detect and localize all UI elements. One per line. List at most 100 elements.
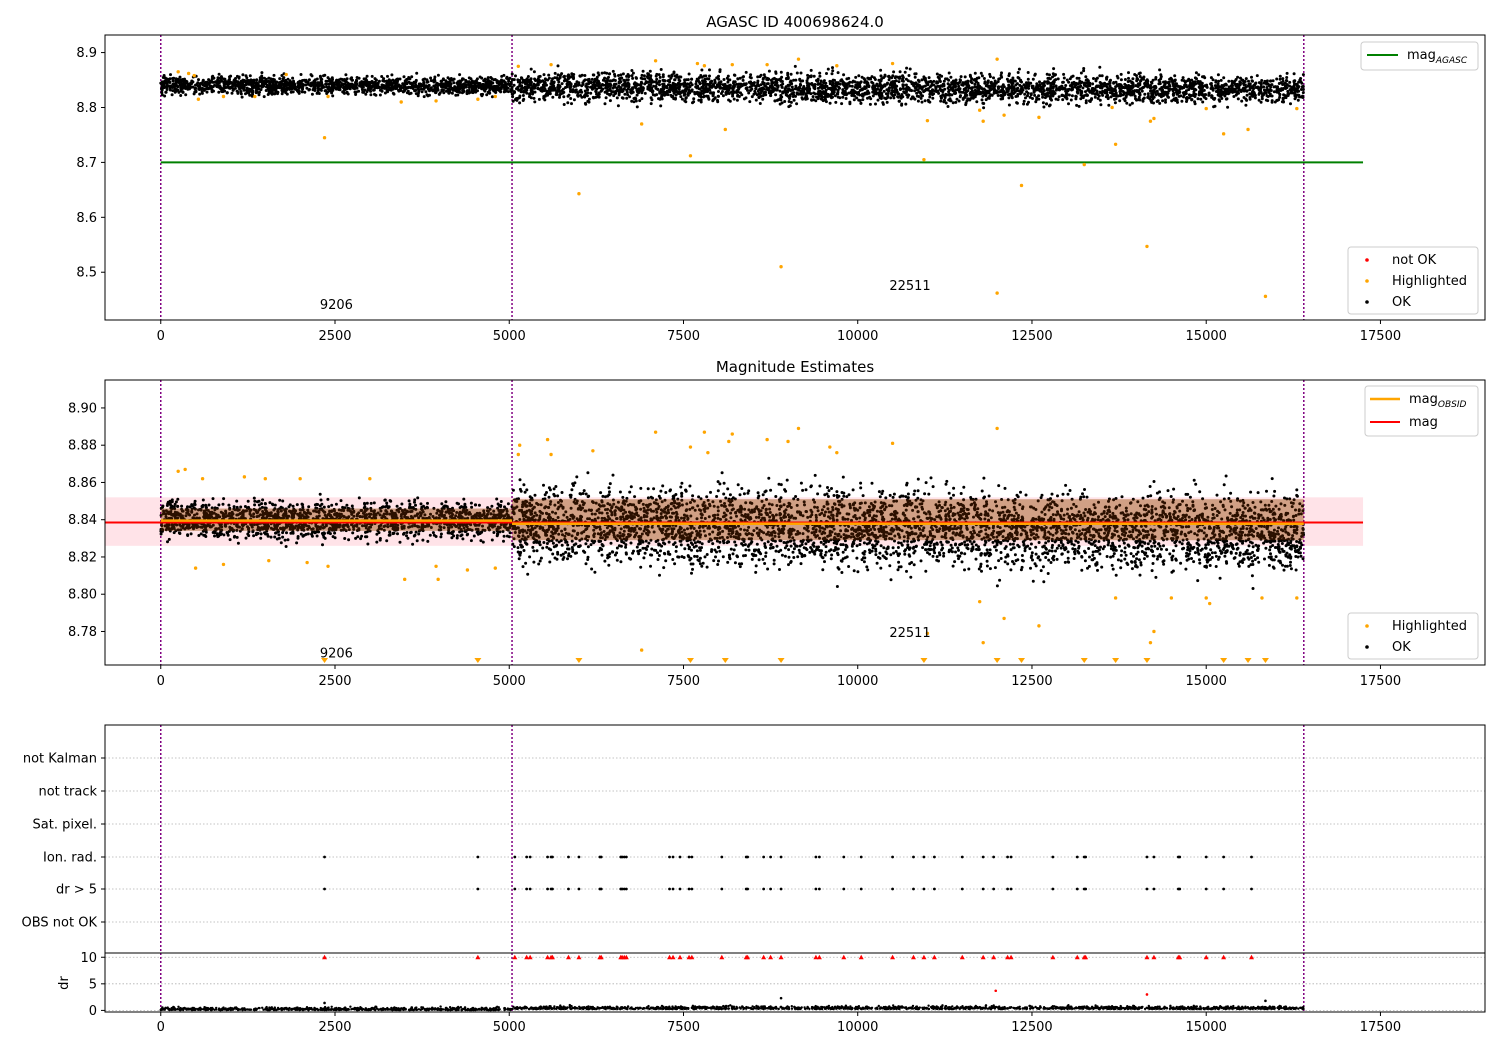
ok-point — [736, 77, 740, 81]
ok-point — [758, 102, 762, 105]
ok-point — [1010, 82, 1014, 86]
ok-point — [378, 93, 382, 97]
ok-point — [799, 71, 803, 75]
ok-point — [1258, 86, 1262, 90]
ok-point — [1121, 85, 1125, 89]
ok-point — [1023, 92, 1027, 96]
ok-point — [818, 71, 822, 75]
ok-point — [543, 80, 547, 84]
ok-point — [1236, 97, 1240, 101]
ok-point — [1200, 92, 1204, 96]
ok-point — [1270, 94, 1274, 98]
ok-point — [863, 91, 867, 95]
ok-point — [624, 82, 627, 86]
ok-point — [981, 94, 985, 98]
ok-point — [917, 83, 921, 87]
ok-point — [836, 71, 840, 75]
ok-point — [172, 82, 176, 86]
ok-point — [270, 80, 274, 84]
ok-point — [790, 88, 794, 92]
ok-point — [634, 97, 638, 101]
ok-point — [947, 71, 951, 75]
ok-point — [923, 89, 927, 93]
ok-point — [728, 83, 732, 87]
ok-point — [944, 77, 947, 81]
ok-point — [824, 88, 828, 92]
ok-point — [354, 83, 358, 87]
ok-point — [649, 89, 652, 92]
ok-point — [833, 94, 837, 98]
highlighted-point — [196, 97, 201, 101]
ok-point — [831, 69, 835, 73]
ok-point — [1133, 94, 1137, 98]
ok-point — [457, 89, 461, 93]
ok-point — [660, 95, 664, 98]
ok-point — [1155, 89, 1159, 93]
ok-point — [655, 82, 659, 86]
ok-point — [949, 86, 953, 90]
ok-point — [982, 77, 986, 80]
ok-point — [414, 78, 418, 82]
ok-point — [1181, 76, 1185, 80]
ok-point — [769, 91, 773, 94]
ok-point — [364, 92, 368, 96]
ok-point — [750, 95, 754, 99]
ok-point — [510, 92, 514, 96]
ok-point — [1007, 96, 1011, 100]
ok-point — [231, 82, 234, 86]
ok-point — [710, 79, 713, 83]
ok-point — [1085, 78, 1089, 82]
ok-point — [1108, 80, 1112, 84]
ok-point — [521, 78, 525, 82]
ok-point — [283, 89, 287, 93]
ok-point — [532, 90, 536, 94]
ok-point — [296, 81, 300, 85]
ok-point — [1032, 90, 1036, 94]
ok-point — [618, 78, 622, 82]
ok-point — [1092, 77, 1095, 80]
ok-point — [307, 78, 311, 82]
ok-point — [868, 77, 872, 80]
legend-frame — [1347, 246, 1479, 315]
ok-point — [280, 92, 284, 96]
ok-point — [547, 73, 551, 77]
ok-point — [486, 81, 490, 85]
ok-point — [507, 82, 511, 86]
ok-point — [969, 79, 973, 83]
ok-point — [1039, 89, 1043, 93]
ok-point — [607, 83, 611, 87]
ok-point — [942, 82, 946, 86]
ok-point — [669, 88, 672, 92]
ok-point — [1220, 97, 1224, 100]
ok-point — [654, 74, 658, 78]
ok-point — [920, 94, 924, 98]
ok-point — [380, 75, 384, 78]
ok-point — [841, 95, 845, 99]
ok-point — [1127, 71, 1130, 75]
ok-point — [1100, 74, 1104, 78]
ok-point — [721, 83, 725, 87]
ok-point — [1005, 89, 1009, 93]
ok-point — [1041, 87, 1045, 91]
ok-point — [490, 84, 493, 88]
ok-point — [603, 90, 607, 94]
ok-point — [1199, 84, 1202, 88]
ok-point — [1164, 98, 1167, 102]
ok-point — [342, 91, 346, 95]
ok-point — [935, 72, 939, 76]
ok-point — [848, 80, 852, 84]
ok-point — [173, 90, 177, 94]
ok-point — [687, 88, 691, 92]
ok-point — [957, 89, 961, 93]
ok-point — [879, 88, 883, 92]
ok-point — [788, 80, 792, 84]
ok-point — [1062, 72, 1066, 76]
ok-point — [790, 85, 794, 89]
ok-point — [475, 77, 479, 81]
ok-point — [471, 86, 475, 90]
ok-point — [1035, 82, 1039, 86]
ok-point — [416, 87, 420, 91]
ok-point — [797, 92, 801, 96]
ok-point — [900, 103, 904, 107]
ok-point — [532, 70, 536, 74]
